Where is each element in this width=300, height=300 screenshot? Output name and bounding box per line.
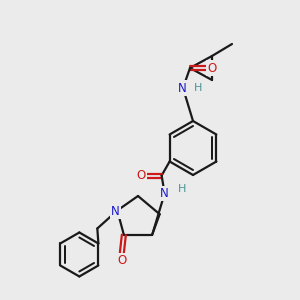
Text: N: N bbox=[178, 82, 186, 94]
Text: N: N bbox=[111, 205, 120, 218]
Text: O: O bbox=[207, 61, 217, 74]
Text: O: O bbox=[136, 169, 145, 182]
Text: O: O bbox=[117, 254, 127, 267]
Text: N: N bbox=[160, 187, 169, 200]
Text: H: H bbox=[194, 83, 202, 93]
Text: H: H bbox=[177, 184, 186, 194]
